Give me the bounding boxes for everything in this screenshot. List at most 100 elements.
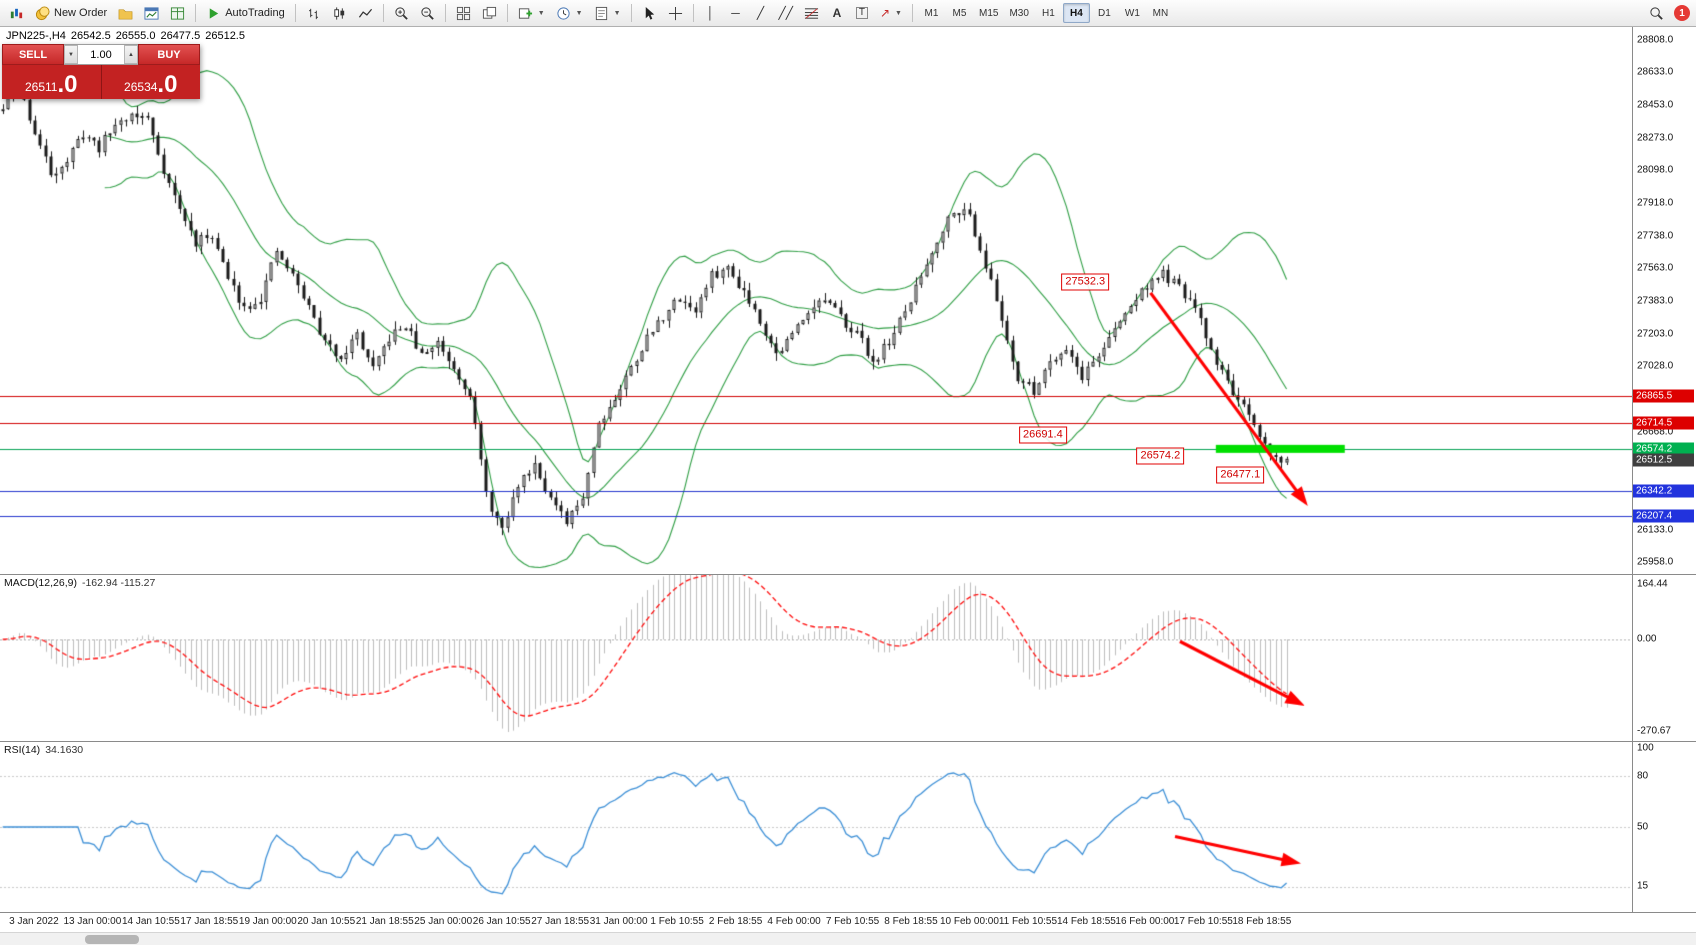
- timeframe-button-h4[interactable]: H4: [1062, 3, 1090, 23]
- text-label-button[interactable]: T: [850, 2, 874, 24]
- new-chart-button[interactable]: ▼: [513, 2, 550, 24]
- main-chart-canvas[interactable]: [0, 27, 1632, 575]
- cursor-button[interactable]: [637, 2, 662, 24]
- app-logo-button[interactable]: [4, 2, 29, 24]
- sell-button[interactable]: SELL: [2, 44, 64, 65]
- autotrading-button[interactable]: AutoTrading: [201, 2, 290, 24]
- cascade-windows-button[interactable]: [477, 2, 502, 24]
- crosshair-button[interactable]: [663, 2, 688, 24]
- macd-axis[interactable]: 164.44 0.00 -270.67: [1632, 575, 1696, 741]
- price-tag: 26714.5: [1633, 416, 1694, 430]
- text-icon: A: [832, 6, 842, 20]
- time-axis-label: 7 Feb 10:55: [825, 916, 880, 927]
- profiles-button[interactable]: [113, 2, 138, 24]
- axis-scale-label: 25958.0: [1637, 556, 1674, 568]
- toolbar-separator: [630, 4, 632, 22]
- equidistant-channel-button[interactable]: ╱╱: [774, 2, 798, 24]
- buy-price[interactable]: 26534.0: [101, 65, 200, 99]
- sell-price[interactable]: 26511.0: [2, 65, 102, 99]
- axis-scale-label: 0.00: [1637, 633, 1657, 645]
- text-button[interactable]: A: [825, 2, 849, 24]
- axis-scale-label: 27738.0: [1637, 230, 1674, 242]
- timeframe-button-m15[interactable]: M15: [974, 3, 1003, 23]
- text-label-icon: T: [855, 7, 869, 19]
- timeframe-button-m30[interactable]: M30: [1004, 3, 1033, 23]
- notification-badge[interactable]: 1: [1674, 5, 1690, 21]
- periods-button[interactable]: ▼: [551, 2, 588, 24]
- macd-name: MACD(12,26,9): [4, 577, 77, 590]
- price-tag: 26512.5: [1633, 453, 1694, 467]
- sell-price-big-digits: .0: [57, 71, 78, 99]
- price-axis[interactable]: 28808.0 28633.0 28453.0 28273.0 28098.0 27918…: [1632, 27, 1696, 575]
- line-chart-button[interactable]: [353, 2, 378, 24]
- templates-button[interactable]: ▼: [589, 2, 626, 24]
- timeframe-button-d1[interactable]: D1: [1091, 3, 1118, 23]
- axis-scale-label: 28273.0: [1637, 132, 1674, 144]
- zoom-in-button[interactable]: [389, 2, 414, 24]
- time-axis-label: 10 Feb 00:00: [939, 916, 999, 927]
- new-order-button[interactable]: New Order: [30, 2, 112, 24]
- axis-scale-label: 80: [1637, 770, 1649, 782]
- chart-symbol-period: JPN225-,H4: [6, 30, 66, 42]
- scrollbar-thumb[interactable]: [84, 935, 140, 944]
- time-axis-label: 13 Jan 00:00: [63, 916, 122, 927]
- tile-windows-icon: [456, 6, 471, 21]
- market-watch-icon: [170, 6, 185, 21]
- rsi-axis[interactable]: 100 80 50 15: [1632, 741, 1696, 912]
- cursor-icon: [642, 6, 657, 21]
- search-button[interactable]: [1644, 2, 1669, 24]
- dropdown-caret-icon: ▼: [537, 9, 545, 17]
- macd-canvas[interactable]: [0, 575, 1632, 741]
- volume-increase-button[interactable]: ▲: [124, 45, 138, 64]
- timeframe-button-m1[interactable]: M1: [918, 3, 945, 23]
- chart-workspace: JPN225-,H4 26542.5 26555.0 26477.5 26512.5 S…: [0, 27, 1696, 945]
- vertical-line-button[interactable]: │: [699, 2, 723, 24]
- rsi-name: RSI(14): [4, 743, 41, 756]
- macd-plot[interactable]: MACD(12,26,9) -162.94 -115.27: [0, 575, 1632, 741]
- timeframe-button-w1[interactable]: W1: [1119, 3, 1146, 23]
- charts-window-button[interactable]: [139, 2, 164, 24]
- timeframe-button-mn[interactable]: MN: [1147, 3, 1174, 23]
- bar-chart-button[interactable]: [301, 2, 326, 24]
- axis-scale-label: -270.67: [1637, 725, 1671, 737]
- one-click-prices-row: 26511.0 26534.0: [2, 65, 200, 99]
- new-chart-icon: [518, 6, 533, 21]
- volume-input[interactable]: [78, 45, 124, 64]
- buy-button[interactable]: BUY: [138, 44, 200, 65]
- dropdown-caret-icon: ▼: [613, 9, 621, 17]
- rsi-canvas[interactable]: [0, 741, 1632, 912]
- sell-price-prefix: 26511: [25, 80, 58, 94]
- timeframe-button-m5[interactable]: M5: [946, 3, 973, 23]
- time-axis-label: 2 Feb 18:55: [708, 916, 763, 927]
- macd-values: -162.94 -115.27: [81, 577, 156, 590]
- volume-decrease-button[interactable]: ▼: [64, 45, 78, 64]
- arrows-button[interactable]: ↗ ▼: [875, 2, 907, 24]
- market-watch-button[interactable]: [165, 2, 190, 24]
- toolbar-separator: [195, 4, 197, 22]
- price-tag: 26207.4: [1633, 509, 1694, 523]
- zoom-out-button[interactable]: [415, 2, 440, 24]
- price-tag: 26574.2: [1633, 442, 1694, 456]
- time-axis-label: 14 Jan 10:55: [121, 916, 180, 927]
- fibonacci-button[interactable]: [799, 2, 824, 24]
- new-order-label: New Order: [54, 7, 108, 19]
- time-axis[interactable]: 3 Jan 2022 13 Jan 00:00 14 Jan 10:55 17 Jan…: [0, 912, 1696, 932]
- rsi-plot[interactable]: RSI(14) 34.1630: [0, 741, 1632, 912]
- crosshair-icon: [668, 6, 683, 21]
- timeframe-button-h1[interactable]: H1: [1035, 3, 1062, 23]
- main-chart-plot[interactable]: JPN225-,H4 26542.5 26555.0 26477.5 26512.5 S…: [0, 27, 1632, 575]
- time-axis-label: 19 Jan 00:00: [238, 916, 297, 927]
- horizontal-line-button[interactable]: ─: [724, 2, 748, 24]
- time-axis-label: 21 Jan 18:55: [355, 916, 414, 927]
- axis-scale-label: 26668.0: [1637, 426, 1674, 438]
- trendline-button[interactable]: ╱: [749, 2, 773, 24]
- tile-windows-button[interactable]: [451, 2, 476, 24]
- axis-scale-label: 27563.0: [1637, 262, 1674, 274]
- profiles-icon: [118, 6, 133, 21]
- buy-price-big-digits: .0: [157, 71, 178, 99]
- horizontal-scrollbar[interactable]: [0, 932, 1696, 945]
- candlestick-chart-icon: [332, 6, 347, 21]
- candlestick-chart-button[interactable]: [327, 2, 352, 24]
- time-axis-label: 17 Feb 10:55: [1173, 916, 1233, 927]
- macd-panel: MACD(12,26,9) -162.94 -115.27 164.44 0.00 -…: [0, 574, 1696, 741]
